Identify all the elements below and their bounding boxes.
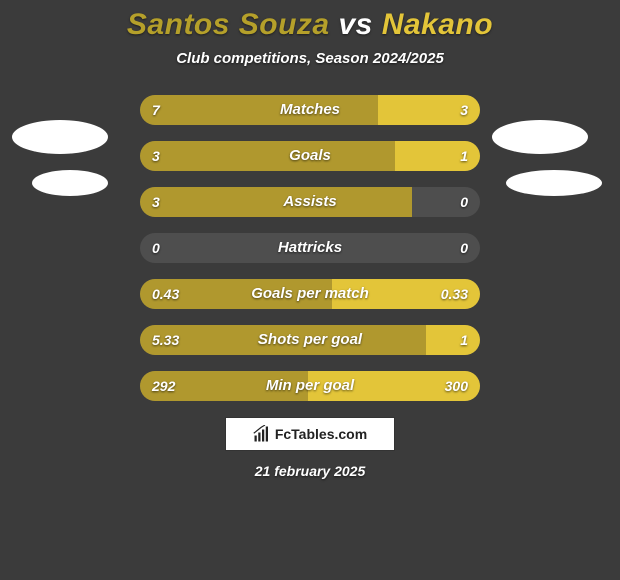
fctables-logo[interactable]: FcTables.com xyxy=(225,417,395,451)
stat-row: 292300Min per goal xyxy=(140,371,480,401)
player-badge-placeholder xyxy=(32,170,108,196)
date-label: 21 february 2025 xyxy=(0,463,620,479)
stat-row: 30Assists xyxy=(140,187,480,217)
stat-label: Goals xyxy=(140,141,480,171)
stat-label: Assists xyxy=(140,187,480,217)
logo-text: FcTables.com xyxy=(275,426,367,442)
stat-label: Shots per goal xyxy=(140,325,480,355)
stat-label: Min per goal xyxy=(140,371,480,401)
page-title: Santos Souza vs Nakano xyxy=(0,8,620,42)
stat-rows: 73Matches 31Goals 30Assists 00Hattricks 0.43… xyxy=(140,95,480,401)
stat-row: 31Goals xyxy=(140,141,480,171)
title-vs: vs xyxy=(338,8,372,41)
stat-label: Goals per match xyxy=(140,279,480,309)
player-badge-placeholder xyxy=(492,120,588,154)
title-player-left: Santos Souza xyxy=(127,8,330,41)
stat-row: 5.331Shots per goal xyxy=(140,325,480,355)
stat-label: Matches xyxy=(140,95,480,125)
subtitle: Club competitions, Season 2024/2025 xyxy=(0,50,620,67)
comparison-infographic: Santos Souza vs Nakano Club competitions… xyxy=(0,0,620,580)
stat-row: 00Hattricks xyxy=(140,233,480,263)
player-badge-placeholder xyxy=(12,120,108,154)
stat-label: Hattricks xyxy=(140,233,480,263)
stat-row: 0.430.33Goals per match xyxy=(140,279,480,309)
bar-chart-icon xyxy=(253,425,271,443)
stat-row: 73Matches xyxy=(140,95,480,125)
title-player-right: Nakano xyxy=(382,8,493,41)
player-badge-placeholder xyxy=(506,170,602,196)
